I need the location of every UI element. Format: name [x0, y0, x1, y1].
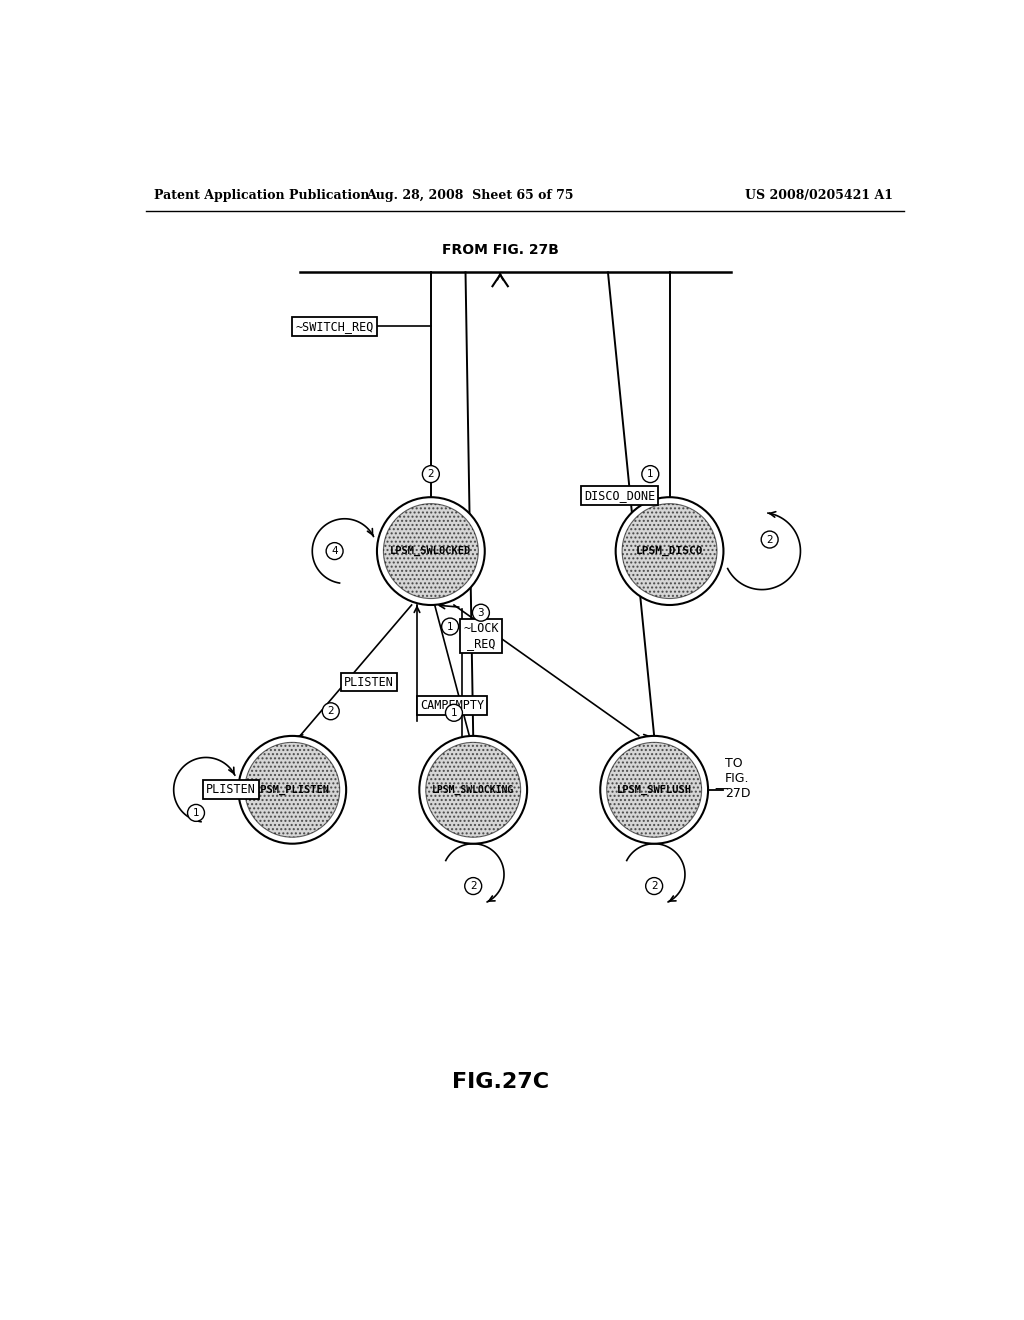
- Text: US 2008/0205421 A1: US 2008/0205421 A1: [744, 189, 893, 202]
- Text: 2: 2: [328, 706, 334, 717]
- Text: LPSM_PLISTEN: LPSM_PLISTEN: [255, 784, 330, 795]
- Circle shape: [377, 498, 484, 605]
- Text: 1: 1: [451, 708, 458, 718]
- Circle shape: [472, 605, 489, 622]
- Text: 2: 2: [470, 880, 476, 891]
- Circle shape: [422, 466, 439, 483]
- Circle shape: [419, 737, 527, 843]
- Circle shape: [615, 498, 724, 605]
- Circle shape: [642, 466, 658, 483]
- Text: 2: 2: [766, 535, 773, 545]
- Circle shape: [607, 742, 701, 837]
- Circle shape: [465, 878, 481, 895]
- Circle shape: [383, 504, 478, 598]
- Text: FIG.27C: FIG.27C: [452, 1072, 549, 1093]
- Circle shape: [245, 742, 340, 837]
- Text: 2: 2: [428, 469, 434, 479]
- Text: PLISTEN: PLISTEN: [206, 783, 256, 796]
- Circle shape: [761, 531, 778, 548]
- Text: LPSM_SWLOCKED: LPSM_SWLOCKED: [390, 546, 471, 556]
- Circle shape: [646, 878, 663, 895]
- Text: ~SWITCH_REQ: ~SWITCH_REQ: [295, 319, 374, 333]
- Circle shape: [187, 804, 205, 821]
- Circle shape: [326, 543, 343, 560]
- Text: 2: 2: [651, 880, 657, 891]
- Circle shape: [426, 742, 520, 837]
- Text: FROM FIG. 27B: FROM FIG. 27B: [441, 243, 559, 257]
- Text: CAMPEMPTY: CAMPEMPTY: [421, 698, 484, 711]
- Text: —: —: [714, 783, 728, 797]
- Text: LPSM_SWLOCKING: LPSM_SWLOCKING: [432, 784, 514, 795]
- Circle shape: [600, 737, 708, 843]
- Text: Patent Application Publication: Patent Application Publication: [154, 189, 370, 202]
- Text: LPSM_SWFLUSH: LPSM_SWFLUSH: [616, 784, 691, 795]
- Circle shape: [441, 618, 459, 635]
- Text: PLISTEN: PLISTEN: [344, 676, 394, 689]
- Text: DISCO_DONE: DISCO_DONE: [584, 490, 655, 502]
- Text: 1: 1: [193, 808, 200, 818]
- Circle shape: [323, 702, 339, 719]
- Text: 3: 3: [477, 607, 484, 618]
- Text: 4: 4: [332, 546, 338, 556]
- Circle shape: [445, 705, 463, 721]
- Text: ~LOCK
_REQ: ~LOCK _REQ: [463, 622, 499, 649]
- Text: Aug. 28, 2008  Sheet 65 of 75: Aug. 28, 2008 Sheet 65 of 75: [366, 189, 573, 202]
- Circle shape: [623, 504, 717, 598]
- Text: 1: 1: [647, 469, 653, 479]
- Text: 1: 1: [446, 622, 454, 631]
- Circle shape: [239, 737, 346, 843]
- Text: TO
FIG.
27D: TO FIG. 27D: [725, 756, 751, 800]
- Text: LPSM_DISCO: LPSM_DISCO: [636, 546, 703, 556]
